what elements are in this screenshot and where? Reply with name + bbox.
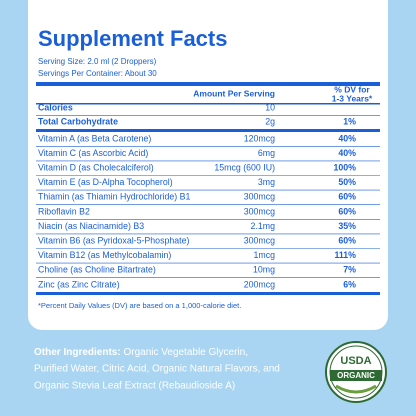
ingredients-line: Organic Stevia Leaf Extract (Rebaudiosid…	[34, 381, 235, 392]
title: Supplement Facts	[38, 26, 227, 51]
amount: 15mcg (600 IU)	[214, 163, 275, 173]
nutrient: Vitamin D (as Cholecalciferol)	[38, 163, 154, 173]
daily-value: 40%	[338, 148, 356, 158]
servings: Servings Per Container: About 30	[38, 69, 157, 78]
rule	[36, 82, 380, 86]
amount: 3mg	[258, 177, 275, 187]
daily-value: 60%	[338, 236, 356, 246]
daily-value: 6%	[343, 279, 356, 289]
amount-header: Amount Per Serving	[193, 88, 275, 98]
amount: 1mcg	[253, 250, 275, 260]
daily-value: 40%	[338, 133, 356, 143]
nutrient: Vitamin E (as D-Alpha Tocopherol)	[38, 177, 173, 187]
daily-value: 100%	[334, 163, 357, 173]
amount: 120mcg	[244, 133, 275, 143]
dv-header: % DV for	[334, 84, 370, 94]
ingredients-line: Organic Vegetable Glycerin,	[121, 347, 248, 358]
amount: 200mcg	[244, 279, 275, 289]
nutrient: Vitamin A (as Beta Carotene)	[38, 133, 151, 143]
amount: 10	[265, 102, 275, 112]
amount: 2g	[265, 116, 275, 126]
daily-value: 60%	[338, 192, 356, 202]
ingredients-line: Purified Water, Citric Acid, Organic Nat…	[34, 364, 280, 375]
nutrient: Vitamin B6 (as Pyridoxal-5-Phosphate)	[38, 236, 189, 246]
daily-value: 1%	[343, 116, 356, 126]
nutrient: Total Carbohydrate	[38, 116, 118, 126]
rows: Calories 10 Total Carbohydrate 2g 1% Vitamin …	[36, 102, 380, 295]
serving-size: Serving Size: 2.0 ml (2 Droppers)	[38, 57, 157, 66]
seal-top: USDA	[340, 355, 371, 367]
daily-value: 50%	[338, 177, 356, 187]
nutrient: Vitamin B12 (as Methylcobalamin)	[38, 250, 171, 260]
nutrient: Calories	[38, 102, 73, 112]
amount: 10mg	[253, 265, 275, 275]
amount: 300mcg	[244, 236, 275, 246]
rule	[36, 103, 380, 105]
nutrient: Zinc (as Zinc Citrate)	[38, 279, 120, 289]
daily-value: 60%	[338, 206, 356, 216]
usda-seal: USDA ORGANIC	[325, 341, 387, 403]
amount: 300mcg	[244, 206, 275, 216]
daily-value: 35%	[338, 221, 356, 231]
ingredients-label: Other Ingredients:	[34, 347, 121, 358]
dv-header: 1-3 Years*	[332, 93, 373, 103]
rule	[36, 129, 380, 132]
rule	[36, 292, 380, 295]
daily-value: 7%	[343, 265, 356, 275]
footnote: *Percent Daily Values (DV) are based on …	[38, 301, 241, 310]
nutrient: Choline (as Choline Bitartrate)	[38, 265, 156, 275]
ingredients: Other Ingredients: Organic Vegetable Gly…	[34, 347, 248, 358]
amount: 300mcg	[244, 192, 275, 202]
daily-value: 111%	[334, 250, 356, 260]
nutrient: Riboflavin B2	[38, 206, 90, 216]
nutrient: Thiamin (as Thiamin Hydrochloride) B1	[38, 192, 190, 202]
nutrient: Vitamin C (as Ascorbic Acid)	[38, 148, 148, 158]
amount: 6mg	[258, 148, 275, 158]
nutrient: Niacin (as Niacinamide) B3	[38, 221, 144, 231]
seal-bottom: ORGANIC	[337, 371, 375, 380]
amount: 2.1mg	[251, 221, 276, 231]
